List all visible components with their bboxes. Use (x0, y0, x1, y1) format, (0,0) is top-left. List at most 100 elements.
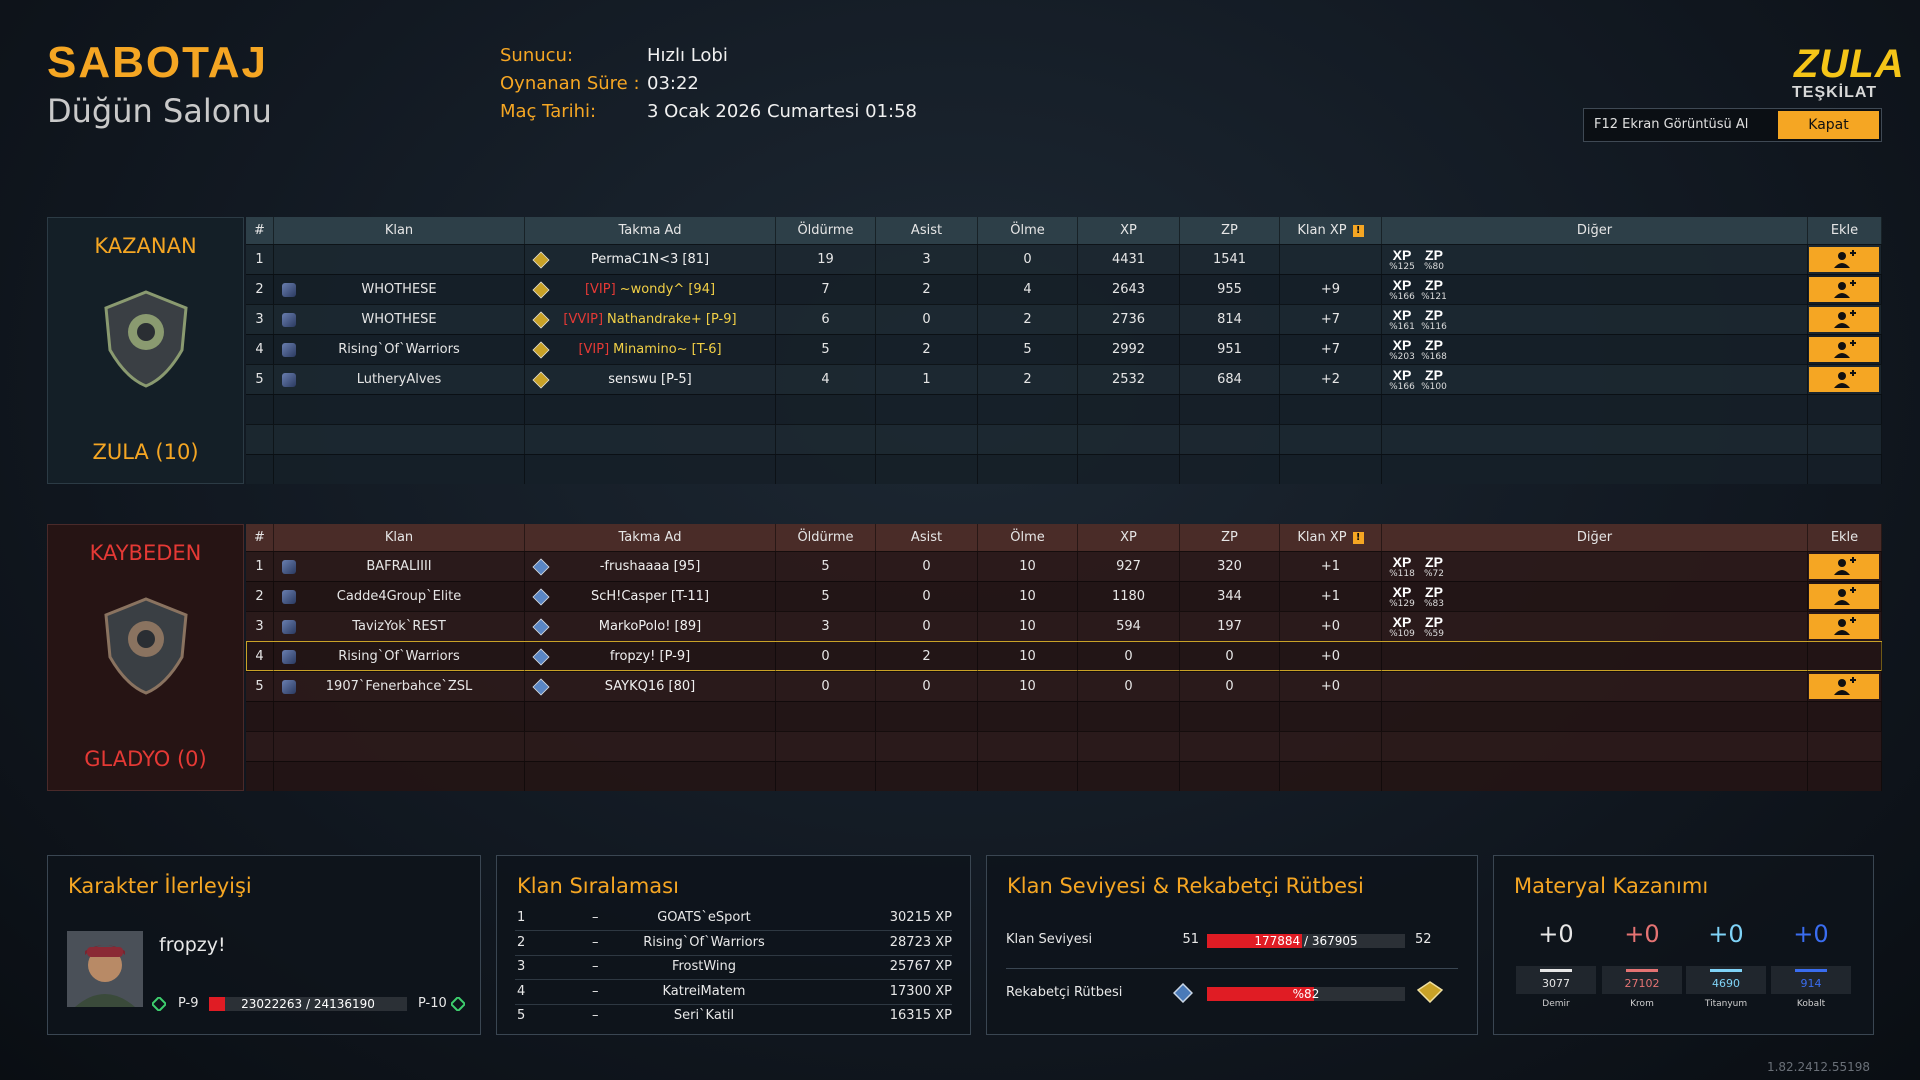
cell (274, 762, 525, 791)
clan-icon (282, 650, 296, 664)
player-row: 1 PermaC1N<3 [81] 19 3 0 4431 1541 XP %125 ZP %80 (246, 244, 1882, 274)
cell (1280, 425, 1382, 454)
cell (978, 762, 1078, 791)
cell: 3 (776, 612, 876, 641)
cell (1382, 395, 1808, 424)
cell: XP %161 ZP %116 (1382, 305, 1808, 334)
clan-icon (282, 343, 296, 357)
stat: 594 (1116, 619, 1141, 634)
logo-subtitle: TEŞKİLAT (1792, 84, 1878, 101)
stat: +0 (1320, 679, 1341, 694)
cell (246, 455, 274, 484)
info-icon: ! (1352, 224, 1364, 237)
row-separator (515, 979, 952, 980)
bonus: XP %129 (1386, 583, 1418, 611)
cell (1808, 702, 1882, 731)
cell: 684 (1180, 365, 1280, 394)
clan-name: Rising`Of`Warriors (338, 342, 460, 357)
cell (1808, 335, 1882, 364)
column-header: Ölme (978, 217, 1078, 244)
cell: 2 (876, 335, 978, 364)
cell: 5 (246, 365, 274, 394)
stat: 3 (821, 619, 830, 634)
add-friend-button[interactable] (1809, 554, 1879, 579)
add-friend-button[interactable] (1809, 277, 1879, 302)
cell (525, 732, 776, 761)
add-friend-button[interactable] (1809, 614, 1879, 639)
panel-title: Klan Sıralaması (517, 874, 679, 898)
stat: 3 (255, 312, 264, 327)
rank-icon (451, 997, 465, 1011)
bonus-value: %59 (1423, 628, 1444, 639)
add-friend-button[interactable] (1809, 584, 1879, 609)
cell: 2 (246, 275, 274, 304)
empty-row (246, 701, 1882, 731)
cell: +7 (1280, 305, 1382, 334)
clan-name: Rising`Of`Warriors (643, 934, 765, 950)
bonus: ZP %116 (1418, 306, 1450, 334)
cell: WHOTHESE (274, 275, 525, 304)
bonus-label: ZP (1425, 553, 1443, 570)
cell: 5 (776, 582, 876, 611)
panel-title: Klan Seviyesi & Rekabetçi Rütbesi (1007, 874, 1364, 898)
cell: +9 (1280, 275, 1382, 304)
rank-trend: – (592, 959, 599, 974)
row-separator (515, 930, 952, 931)
rank-number: 4 (517, 983, 526, 999)
material-name: Demir (1542, 999, 1570, 1009)
close-button[interactable]: Kapat (1778, 111, 1879, 139)
clan-name: Cadde4Group`Elite (336, 589, 462, 604)
rank-icon (532, 618, 550, 636)
cell: 5 (776, 335, 876, 364)
rank-icon (1173, 983, 1193, 1003)
player-name: MarkoPolo! [89] (598, 619, 702, 634)
cell: fropzy! [P-9] (525, 642, 776, 671)
materials-panel: Materyal Kazanımı +0 3077 Demir +0 27102 Krom… (1493, 855, 1874, 1035)
cell (978, 702, 1078, 731)
clan-icon (282, 680, 296, 694)
next-level: 52 (1415, 932, 1432, 947)
material-color (1710, 969, 1742, 972)
add-friend-button[interactable] (1809, 367, 1879, 392)
clan-ranking-panel: Klan Sıralaması 1 – GOATS`eSport 30215 XP 2 –… (496, 855, 971, 1035)
cell: 1541 (1180, 245, 1280, 274)
player-row: 5 1907`Fenerbahce`ZSL SAYKQ16 [80] 0 0 10 0 0 +0 (246, 671, 1882, 701)
cell (978, 425, 1078, 454)
table-header: # Klan Takma Ad Öldürme Asist Ölme XP ZP Klan XP… (246, 524, 1882, 551)
rank-trend: – (592, 1008, 599, 1023)
vip-tag: [VIP] (584, 282, 616, 297)
add-friend-button[interactable] (1809, 247, 1879, 272)
cell: 4 (246, 642, 274, 671)
stat: 814 (1217, 312, 1242, 327)
stat: +9 (1320, 282, 1341, 297)
info-icon: ! (1352, 531, 1364, 544)
column-header: Klan (274, 217, 525, 244)
material-gain: +0 (1708, 920, 1744, 948)
cell: 0 (978, 245, 1078, 274)
player-row: 2 WHOTHESE [VIP] ~wondy^ [94] 7 2 4 2643 955 +9 XP… (246, 274, 1882, 304)
bonus-value: %161 (1389, 321, 1415, 332)
cell: 2532 (1078, 365, 1180, 394)
screenshot-button[interactable]: F12 Ekran Görüntüsü Al (1594, 117, 1749, 132)
bonus: XP %161 (1386, 306, 1418, 334)
cell: 5 (978, 335, 1078, 364)
cell (1180, 395, 1280, 424)
cell: 0 (776, 642, 876, 671)
rank-icon (532, 648, 550, 666)
level: 51 (1182, 932, 1199, 947)
mode-title: SABOTAJ (47, 38, 268, 87)
add-friend-button[interactable] (1809, 337, 1879, 362)
cell (525, 455, 776, 484)
cell: WHOTHESE (274, 305, 525, 334)
cell: XP %166 ZP %121 (1382, 275, 1808, 304)
add-friend-button[interactable] (1809, 674, 1879, 699)
cell: [VIP] ~wondy^ [94] (525, 275, 776, 304)
add-friend-button[interactable] (1809, 307, 1879, 332)
cell: 0 (876, 672, 978, 701)
column-header: Öldürme (776, 217, 876, 244)
clan-icon (282, 313, 296, 327)
material-amount: 3077 (1542, 977, 1570, 990)
cell (1808, 455, 1882, 484)
cell (1280, 455, 1382, 484)
